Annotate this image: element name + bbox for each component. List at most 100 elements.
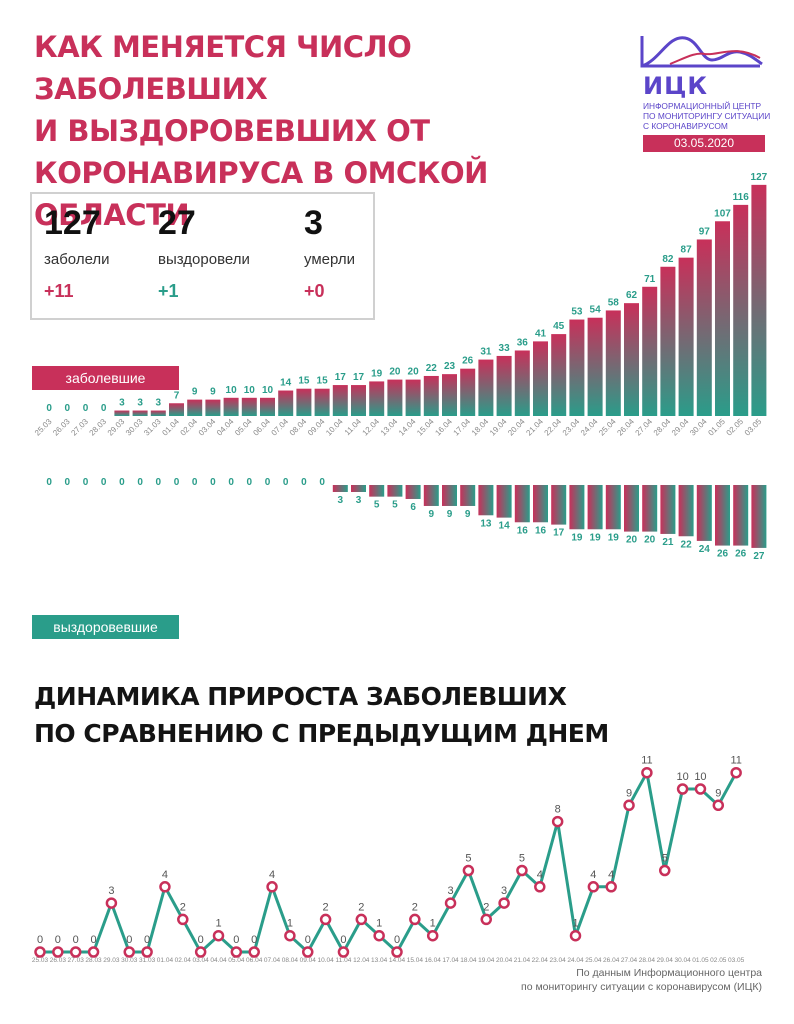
x-tick-label: 24.04 [567,957,584,964]
infected-bar-value: 10 [262,385,274,396]
growth-point-label: 3 [447,885,453,897]
x-tick-label: 10.04 [317,957,334,964]
x-tick-label: 26.04 [603,957,620,964]
recovered-bar-value: 19 [608,532,620,543]
recovered-bar-series: 0 0 0 0 0 0 0 0 0 0 0 0 0 0 0 0 3 3 5 5 6 9 9 9 13 14 16 16 17 19 19 19… [46,477,767,562]
x-tick-label: 25.04 [585,957,602,964]
x-tick-label: 26.03 [51,417,72,438]
growth-point [391,946,403,958]
infected-bar-value: 45 [553,321,565,332]
logo-name: ИЦК [643,72,708,100]
growth-point-label: 2 [412,901,418,913]
infected-bar-value: 116 [733,192,750,203]
stat-infected: 127 заболели +11 [44,204,110,301]
growth-point [516,864,528,877]
recovered-bar-value: 13 [480,518,492,529]
x-tick-label: 31.03 [142,417,163,438]
recovered-bar-value: 5 [374,500,380,511]
recovered-bar [696,485,712,541]
infected-bar [405,379,421,416]
recovered-bar-value: 0 [101,477,107,488]
stat-infected-value: 127 [44,204,101,242]
growth-point [426,929,439,942]
infected-bar [241,397,257,416]
x-tick-label: 15.04 [407,957,424,964]
infected-bar-value: 7 [174,390,180,401]
growth-point-label: 3 [501,885,507,897]
growth-point-label: 1 [287,918,293,930]
recovered-bar-value: 9 [465,509,471,520]
x-tick-label: 23.04 [561,417,582,438]
x-tick-label: 04.04 [210,957,227,964]
x-tick-label: 25.03 [33,417,54,438]
infected-bar-value: 23 [444,361,456,372]
infected-bar [551,334,567,416]
growth-point-label: 8 [555,804,561,816]
recovered-bar [660,485,676,534]
x-tick-label: 27.04 [634,417,655,438]
growth-point [302,946,314,958]
growth-point [87,946,100,958]
recovered-bar [733,485,749,546]
recovered-bar-value: 19 [590,532,602,543]
x-tick-label: 05.04 [228,957,245,964]
infected-bar [533,341,548,416]
infected-bar [114,410,130,416]
infected-bar [169,403,184,416]
growth-point-label: 1 [215,918,221,930]
growth-point-label: 2 [180,901,186,913]
growth-point-label: 11 [730,755,741,767]
page-title: КАК МЕНЯЕТСЯ ЧИСЛО ЗАБОЛЕВШИХ И ВЫЗДОРОВ… [34,30,488,232]
x-tick-label: 25.03 [32,957,49,964]
x-tick-label: 28.04 [652,417,673,438]
x-tick-label: 01.04 [160,417,181,438]
recovered-bar [678,485,694,537]
stat-recovered-label: выздоровели [158,251,250,268]
infected-bar-value: 31 [480,347,492,358]
x-tick-label: 19.04 [488,417,509,438]
growth-point [194,946,207,958]
x-tick-label: 21.04 [524,417,545,438]
recovered-bar [478,485,494,516]
recovered-bar [442,485,457,506]
growth-point-label: 4 [537,869,543,881]
logo-icon [640,36,763,68]
growth-point-label: 0 [144,934,150,946]
stat-deaths-value: 3 [304,204,323,242]
recovered-bar-value: 20 [626,535,638,546]
growth-point-label: 4 [590,869,596,881]
growth-point-label: 5 [519,853,525,865]
x-tick-label: 28.04 [639,957,656,964]
recovered-bar-value: 9 [447,509,453,520]
recovered-bar-value: 0 [137,477,143,488]
growth-point [177,913,189,926]
infected-bar-value: 3 [119,398,125,409]
x-tick-label: 07.04 [270,417,291,438]
recovered-bar-value: 0 [283,477,289,488]
recovered-bar-value: 26 [717,549,729,560]
infected-bar-value: 20 [408,367,420,378]
recovered-bar-value: 6 [410,502,416,513]
x-tick-label: 29.04 [670,417,691,438]
infected-bar-value: 0 [46,403,52,414]
infected-bar [642,286,658,416]
x-tick-label: 23.04 [550,957,567,964]
stat-deaths: 3 умерли +0 [304,204,355,301]
growth-point-label: 4 [162,869,168,881]
recovered-bar [624,485,639,532]
x-tick-label: 17.04 [452,417,473,438]
infected-bar [278,390,294,416]
infected-bar [733,204,749,416]
growth-point [462,864,475,877]
x-tick-label: 31.03 [139,957,156,964]
recovered-bar-value: 16 [517,525,529,536]
infected-bar [696,239,712,416]
growth-point-label: 5 [662,853,668,865]
legend-recovered-tag: выздоровевшие [32,615,179,639]
infected-bar [715,221,730,416]
recovered-bar-value: 0 [174,477,180,488]
x-tick-label: 30.04 [688,417,709,438]
x-tick-label: 02.04 [179,417,200,438]
recovered-bar-value: 0 [65,477,71,488]
